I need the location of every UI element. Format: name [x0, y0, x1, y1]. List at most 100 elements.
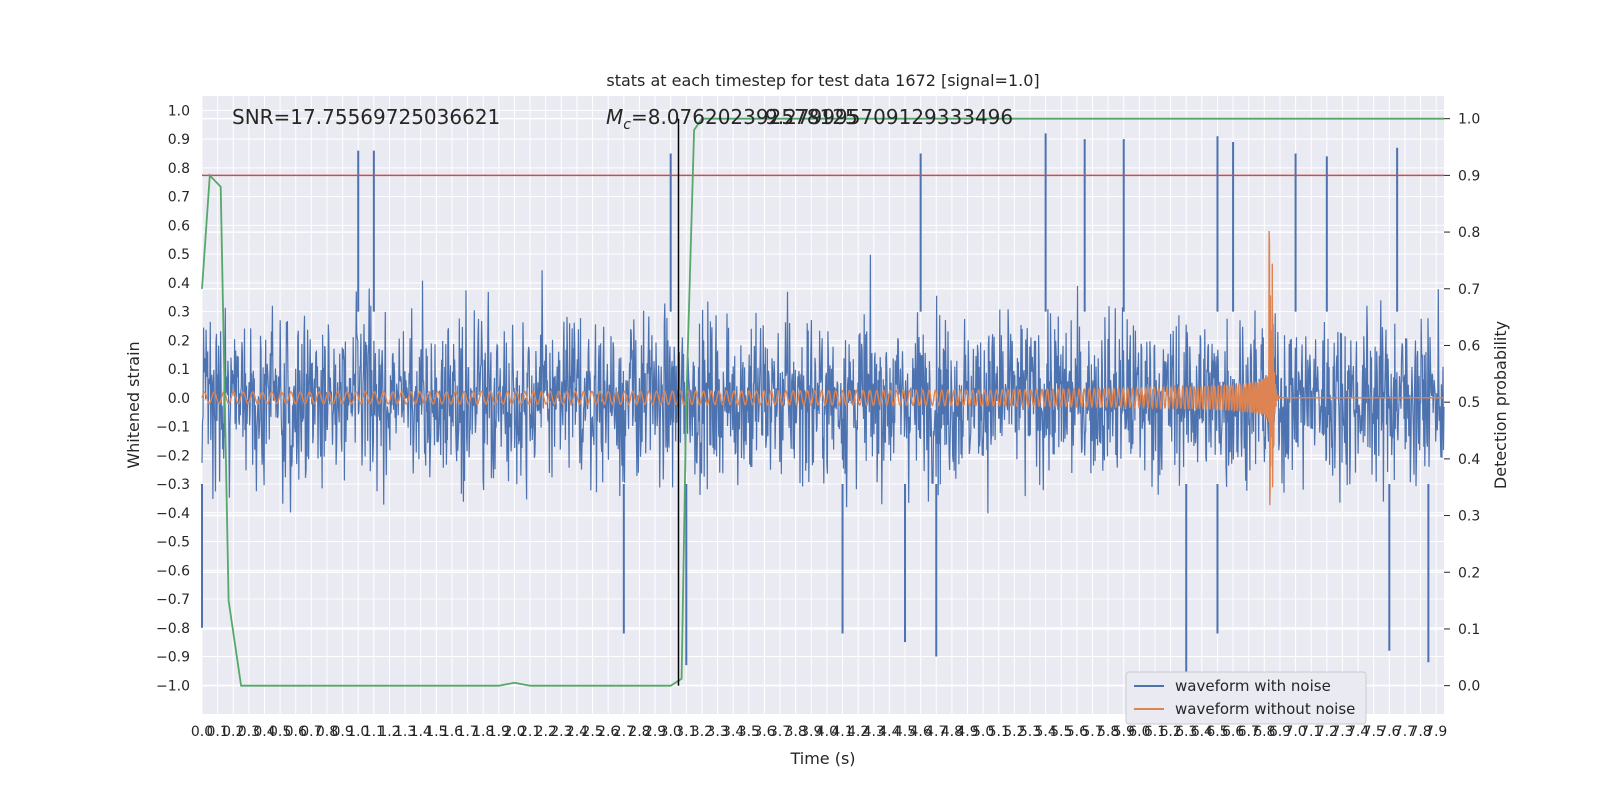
x-tick-label: 7.1: [1300, 724, 1322, 740]
x-tick-label: 3.7: [769, 724, 791, 740]
x-tick-label: 3.6: [753, 724, 775, 740]
x-tick-label: 4.1: [831, 724, 853, 740]
x-tick-label: 6.4: [1191, 724, 1213, 740]
detection-probability-line: [201, 117, 1444, 687]
snr-annotation: SNR=17.75569725036621: [232, 105, 500, 129]
x-tick-label: 1.9: [488, 724, 510, 740]
x-tick-label: 6.8: [1253, 724, 1275, 740]
x-tick-label: 3.3: [706, 724, 728, 740]
x-tick-label: 3.0: [660, 724, 682, 740]
clean-waveform-line: [201, 230, 1444, 506]
x-tick-label: 6.3: [1175, 724, 1197, 740]
x-tick-label: 2.9: [644, 724, 666, 740]
y2-tick-label: 0.8: [1458, 225, 1480, 241]
x-tick-label: 2.6: [597, 724, 619, 740]
y-tick-label: 0.1: [168, 362, 190, 378]
x-tick-label: 6.0: [1128, 724, 1150, 740]
y-tick-label: 0.2: [168, 333, 190, 349]
y-tick-label: 0.7: [168, 190, 190, 206]
y2-axis-label: Detection probability: [1491, 321, 1510, 489]
chirp-mass-annotation: Mc=8.076202392578125: [606, 105, 858, 133]
y-tick-label: 0.3: [168, 305, 190, 321]
y2-tick-label: 0.5: [1458, 395, 1480, 411]
x-axis-label: Time (s): [789, 749, 855, 768]
y-tick-label: 0.0: [168, 391, 190, 407]
right-axis-ticks: 1.0 0.9 0.8 0.7 0.6 0.5 0.4 0.3 0.2 0.1 0.0: [1444, 112, 1480, 695]
left-axis-ticks: 1.0 0.9 0.8 0.7 0.6 0.5 0.4 0.3 0.2 0.1 0.0 −0.1 −0.…: [156, 103, 190, 694]
x-tick-label: 7.0: [1284, 724, 1306, 740]
legend-label-clean: waveform without noise: [1175, 700, 1355, 718]
y2-tick-label: 0.0: [1458, 679, 1480, 695]
x-tick-label: 4.6: [910, 724, 932, 740]
x-tick-label: 2.3: [550, 724, 572, 740]
y-tick-label: 0.4: [168, 276, 190, 292]
x-tick-label: 0.3: [238, 724, 260, 740]
noisy-waveform-series: [201, 133, 1445, 686]
x-tick-label: 3.5: [738, 724, 760, 740]
y2-tick-label: 0.3: [1458, 509, 1480, 525]
x-tick-label: 5.6: [1066, 724, 1088, 740]
y-tick-label: −0.8: [156, 621, 190, 637]
y-tick-label: 0.5: [168, 247, 190, 263]
x-tick-label: 4.5: [894, 724, 916, 740]
x-tick-label: 2.8: [628, 724, 650, 740]
y-tick-label: −1.0: [156, 678, 190, 694]
x-tick-label: 0.4: [253, 724, 275, 740]
y-tick-label: −0.7: [156, 592, 190, 608]
x-tick-label: 7.5: [1363, 724, 1385, 740]
x-tick-label: 5.3: [1019, 724, 1041, 740]
x-tick-label: 7.6: [1378, 724, 1400, 740]
x-tick-label: 2.7: [613, 724, 635, 740]
x-tick-label: 6.6: [1222, 724, 1244, 740]
x-tick-label: 0.8: [316, 724, 338, 740]
x-tick-label: 6.2: [1159, 724, 1181, 740]
x-tick-label: 2.5: [581, 724, 603, 740]
y-tick-label: 0.9: [168, 132, 190, 148]
x-tick-label: 7.2: [1316, 724, 1338, 740]
y-tick-label: −0.3: [156, 477, 190, 493]
x-tick-label: 6.7: [1238, 724, 1260, 740]
x-tick-label: 1.2: [378, 724, 400, 740]
x-tick-label: 0.2: [222, 724, 244, 740]
x-tick-label: 0.1: [206, 724, 228, 740]
x-tick-label: 4.4: [878, 724, 900, 740]
x-tick-label: 2.2: [535, 724, 557, 740]
x-tick-label: 1.8: [472, 724, 494, 740]
x-axis-ticks: 0.00.10.20.30.40.50.60.70.80.91.01.11.21…: [191, 724, 1447, 740]
x-tick-label: 7.3: [1331, 724, 1353, 740]
x-tick-label: 4.7: [925, 724, 947, 740]
chirp-mass-overlap-text: 9.279995709129333496: [765, 105, 1013, 129]
x-tick-label: 4.0: [816, 724, 838, 740]
x-tick-label: 3.2: [691, 724, 713, 740]
x-tick-label: 7.7: [1394, 724, 1416, 740]
x-tick-label: 4.2: [847, 724, 869, 740]
x-tick-label: 7.4: [1347, 724, 1369, 740]
y2-tick-label: 0.7: [1458, 282, 1480, 298]
x-tick-label: 5.0: [972, 724, 994, 740]
y-tick-label: −0.9: [156, 650, 190, 666]
x-tick-label: 2.0: [503, 724, 525, 740]
x-tick-label: 5.5: [1050, 724, 1072, 740]
y2-tick-label: 0.9: [1458, 168, 1480, 184]
y2-tick-label: 0.6: [1458, 338, 1480, 354]
chirp-mass-value: =8.076202392578125: [631, 105, 858, 129]
y-tick-label: 1.0: [168, 103, 190, 119]
x-tick-label: 0.6: [285, 724, 307, 740]
y-tick-label: −0.2: [156, 448, 190, 464]
x-tick-label: 6.9: [1269, 724, 1291, 740]
x-tick-label: 1.5: [425, 724, 447, 740]
x-tick-label: 0.9: [331, 724, 353, 740]
y2-tick-label: 0.4: [1458, 452, 1480, 468]
x-tick-label: 0.5: [269, 724, 291, 740]
x-tick-label: 5.9: [1113, 724, 1135, 740]
x-tick-label: 3.4: [722, 724, 744, 740]
y2-tick-label: 0.1: [1458, 622, 1480, 638]
legend: waveform with noise waveform without noi…: [1125, 671, 1367, 725]
x-tick-label: 1.1: [363, 724, 385, 740]
x-tick-label: 2.1: [519, 724, 541, 740]
x-tick-label: 5.8: [1097, 724, 1119, 740]
overlay-lines: [201, 117, 1444, 687]
x-tick-label: 2.4: [566, 724, 588, 740]
